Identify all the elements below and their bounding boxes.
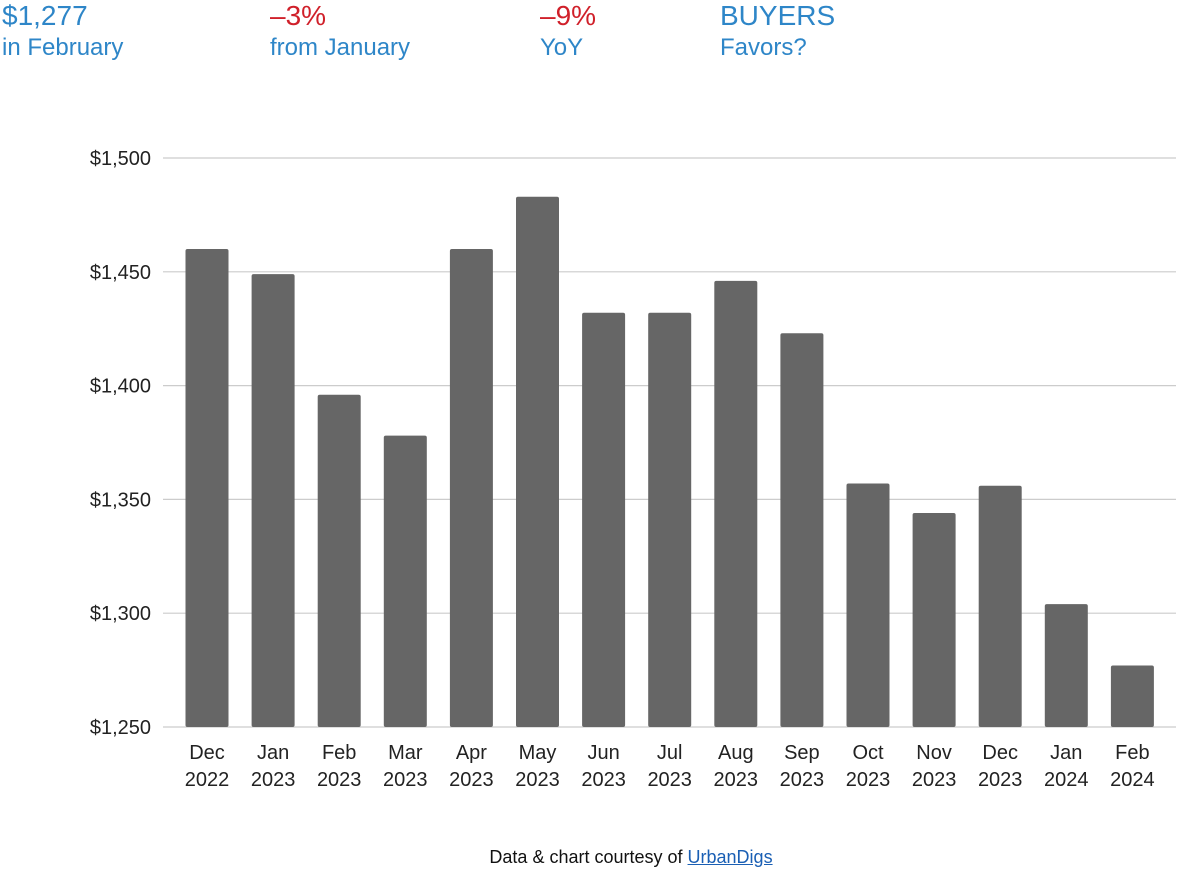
stat-value: –3% — [270, 0, 327, 31]
bar — [912, 513, 956, 727]
stat-current-price: $1,277 in February — [2, 0, 123, 62]
bar — [714, 280, 758, 727]
y-tick-label: $1,400 — [90, 376, 151, 398]
x-tick-label: Oct 2023 — [846, 742, 891, 791]
x-tick-label: Feb 2023 — [317, 742, 362, 791]
stat-label: YoY — [540, 34, 584, 61]
bar — [317, 394, 361, 727]
x-tick-label: Feb 2024 — [1110, 742, 1155, 791]
stat-yoy-change: –9% YoY — [540, 0, 596, 62]
x-tick-label: Jun 2023 — [581, 742, 626, 791]
x-tick-label: Dec 2022 — [185, 742, 230, 791]
x-tick-label: Jul 2023 — [647, 742, 692, 791]
x-tick-label: May 2023 — [515, 742, 560, 791]
bar — [449, 249, 493, 728]
credit-text: Data & chart courtesy of — [489, 847, 683, 867]
stat-label: in February — [2, 34, 124, 61]
bar — [1110, 665, 1154, 727]
bar — [780, 333, 824, 727]
bars — [185, 196, 1154, 728]
stat-value: –9% — [540, 0, 597, 31]
bar — [251, 274, 295, 727]
chart-credit: Data & chart courtesy of UrbanDigs — [0, 847, 1186, 868]
y-tick-label: $1,500 — [90, 148, 151, 170]
bar — [383, 435, 427, 727]
x-axis: Dec 2022 Jan 2023 Feb 2023 Mar 2023 Apr 2023 May 20… — [185, 742, 1155, 791]
stat-label: Favors? — [720, 34, 807, 61]
bar — [978, 485, 1022, 727]
bar — [1044, 604, 1088, 727]
stat-month-change: –3% from January — [270, 0, 410, 62]
y-tick-label: $1,450 — [90, 262, 151, 284]
y-tick-label: $1,300 — [90, 603, 151, 625]
x-tick-label: Nov 2023 — [912, 742, 957, 791]
x-tick-label: Sep 2023 — [780, 742, 825, 791]
y-axis: $1,250 $1,300 $1,350 $1,400 $1,450 $1,500 — [90, 148, 151, 739]
bar — [516, 196, 559, 727]
x-tick-label: Jan 2024 — [1044, 742, 1089, 791]
bar-chart: $1,250 $1,300 $1,350 $1,400 $1,450 $1,500 Dec… — [90, 148, 1176, 791]
x-tick-label: Apr 2023 — [449, 742, 494, 791]
stat-label: from January — [270, 34, 411, 61]
urbandigs-link[interactable]: UrbanDigs — [687, 847, 773, 867]
bar — [846, 483, 890, 727]
bar — [185, 249, 229, 728]
bar — [648, 312, 692, 727]
stat-market-favor: BUYERS Favors? — [720, 0, 835, 62]
x-tick-label: Aug 2023 — [714, 742, 759, 791]
bar — [582, 312, 626, 727]
y-tick-label: $1,350 — [90, 489, 151, 511]
stat-value: BUYERS — [720, 0, 836, 31]
x-tick-label: Dec 2023 — [978, 742, 1023, 791]
y-tick-label: $1,250 — [90, 717, 151, 739]
x-tick-label: Mar 2023 — [383, 742, 428, 791]
stat-value: $1,277 — [2, 0, 88, 31]
x-tick-label: Jan 2023 — [251, 742, 296, 791]
